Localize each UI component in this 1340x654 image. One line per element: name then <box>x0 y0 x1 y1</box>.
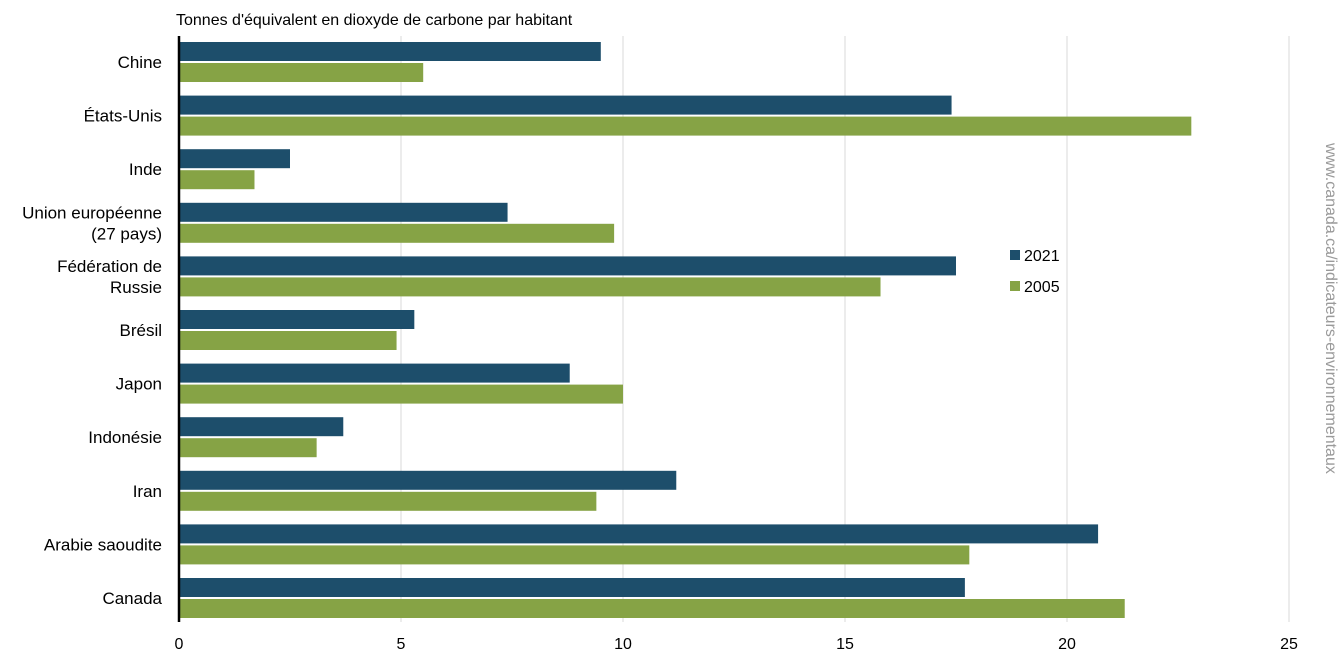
bar-2021 <box>179 310 415 329</box>
bar-2021 <box>179 470 677 490</box>
x-tick-label: 20 <box>1058 636 1076 653</box>
category-label: Canada <box>102 589 162 608</box>
watermark: www.canada.ca/indicateurs-environnementa… <box>1322 142 1339 474</box>
category-label: États-Unis <box>84 107 162 126</box>
x-tick-label: 10 <box>614 636 632 653</box>
bar-2021 <box>179 95 952 115</box>
bar-2021 <box>179 417 344 437</box>
category-label: Union européenne <box>22 203 162 222</box>
legend-label: 2021 <box>1024 248 1060 265</box>
legend: 2021 2005 <box>1010 248 1060 296</box>
legend-swatch-2021 <box>1010 250 1020 260</box>
bar-2005 <box>179 599 1125 618</box>
x-tick-label: 0 <box>175 636 184 653</box>
category-label: Arabie saoudite <box>44 535 162 554</box>
bar-2021 <box>179 256 956 276</box>
unit-label: Tonnes d'équivalent en dioxyde de carbon… <box>176 12 573 29</box>
bar-2005 <box>179 116 1192 136</box>
category-label: Chine <box>118 53 162 72</box>
category-label: Japon <box>116 375 162 394</box>
category-label: Iran <box>133 482 162 501</box>
bar-2021 <box>179 202 508 222</box>
category-label: Indonésie <box>88 428 162 447</box>
bar-2021 <box>179 363 570 383</box>
x-tick-labels: 0 5 10 15 20 25 <box>175 636 1298 653</box>
bar-2021 <box>179 149 290 169</box>
bar-2005 <box>179 170 255 190</box>
bar-2005 <box>179 331 397 350</box>
category-labels: Chine États-Unis Inde Union européenne (27 p… <box>22 53 162 608</box>
category-label: Fédération de <box>57 257 162 276</box>
legend-swatch-2005 <box>1010 281 1020 291</box>
bar-2005 <box>179 545 970 565</box>
category-label: Brésil <box>119 321 162 340</box>
bar-2005 <box>179 384 623 404</box>
bar-2005 <box>179 223 615 243</box>
x-tick-label: 25 <box>1280 636 1298 653</box>
bar-2005 <box>179 277 881 297</box>
bar-2021 <box>179 524 1099 544</box>
category-label: Inde <box>129 160 162 179</box>
x-tick-label: 15 <box>836 636 854 653</box>
bar-2021 <box>179 578 965 597</box>
category-label: (27 pays) <box>91 224 162 243</box>
bar-2005 <box>179 438 317 458</box>
x-tick-label: 5 <box>397 636 406 653</box>
legend-label: 2005 <box>1024 279 1060 296</box>
bar-2005 <box>179 491 597 511</box>
bar-2021 <box>179 42 601 61</box>
category-label: Russie <box>110 278 162 297</box>
bar-2005 <box>179 63 424 82</box>
bars <box>179 42 1192 618</box>
